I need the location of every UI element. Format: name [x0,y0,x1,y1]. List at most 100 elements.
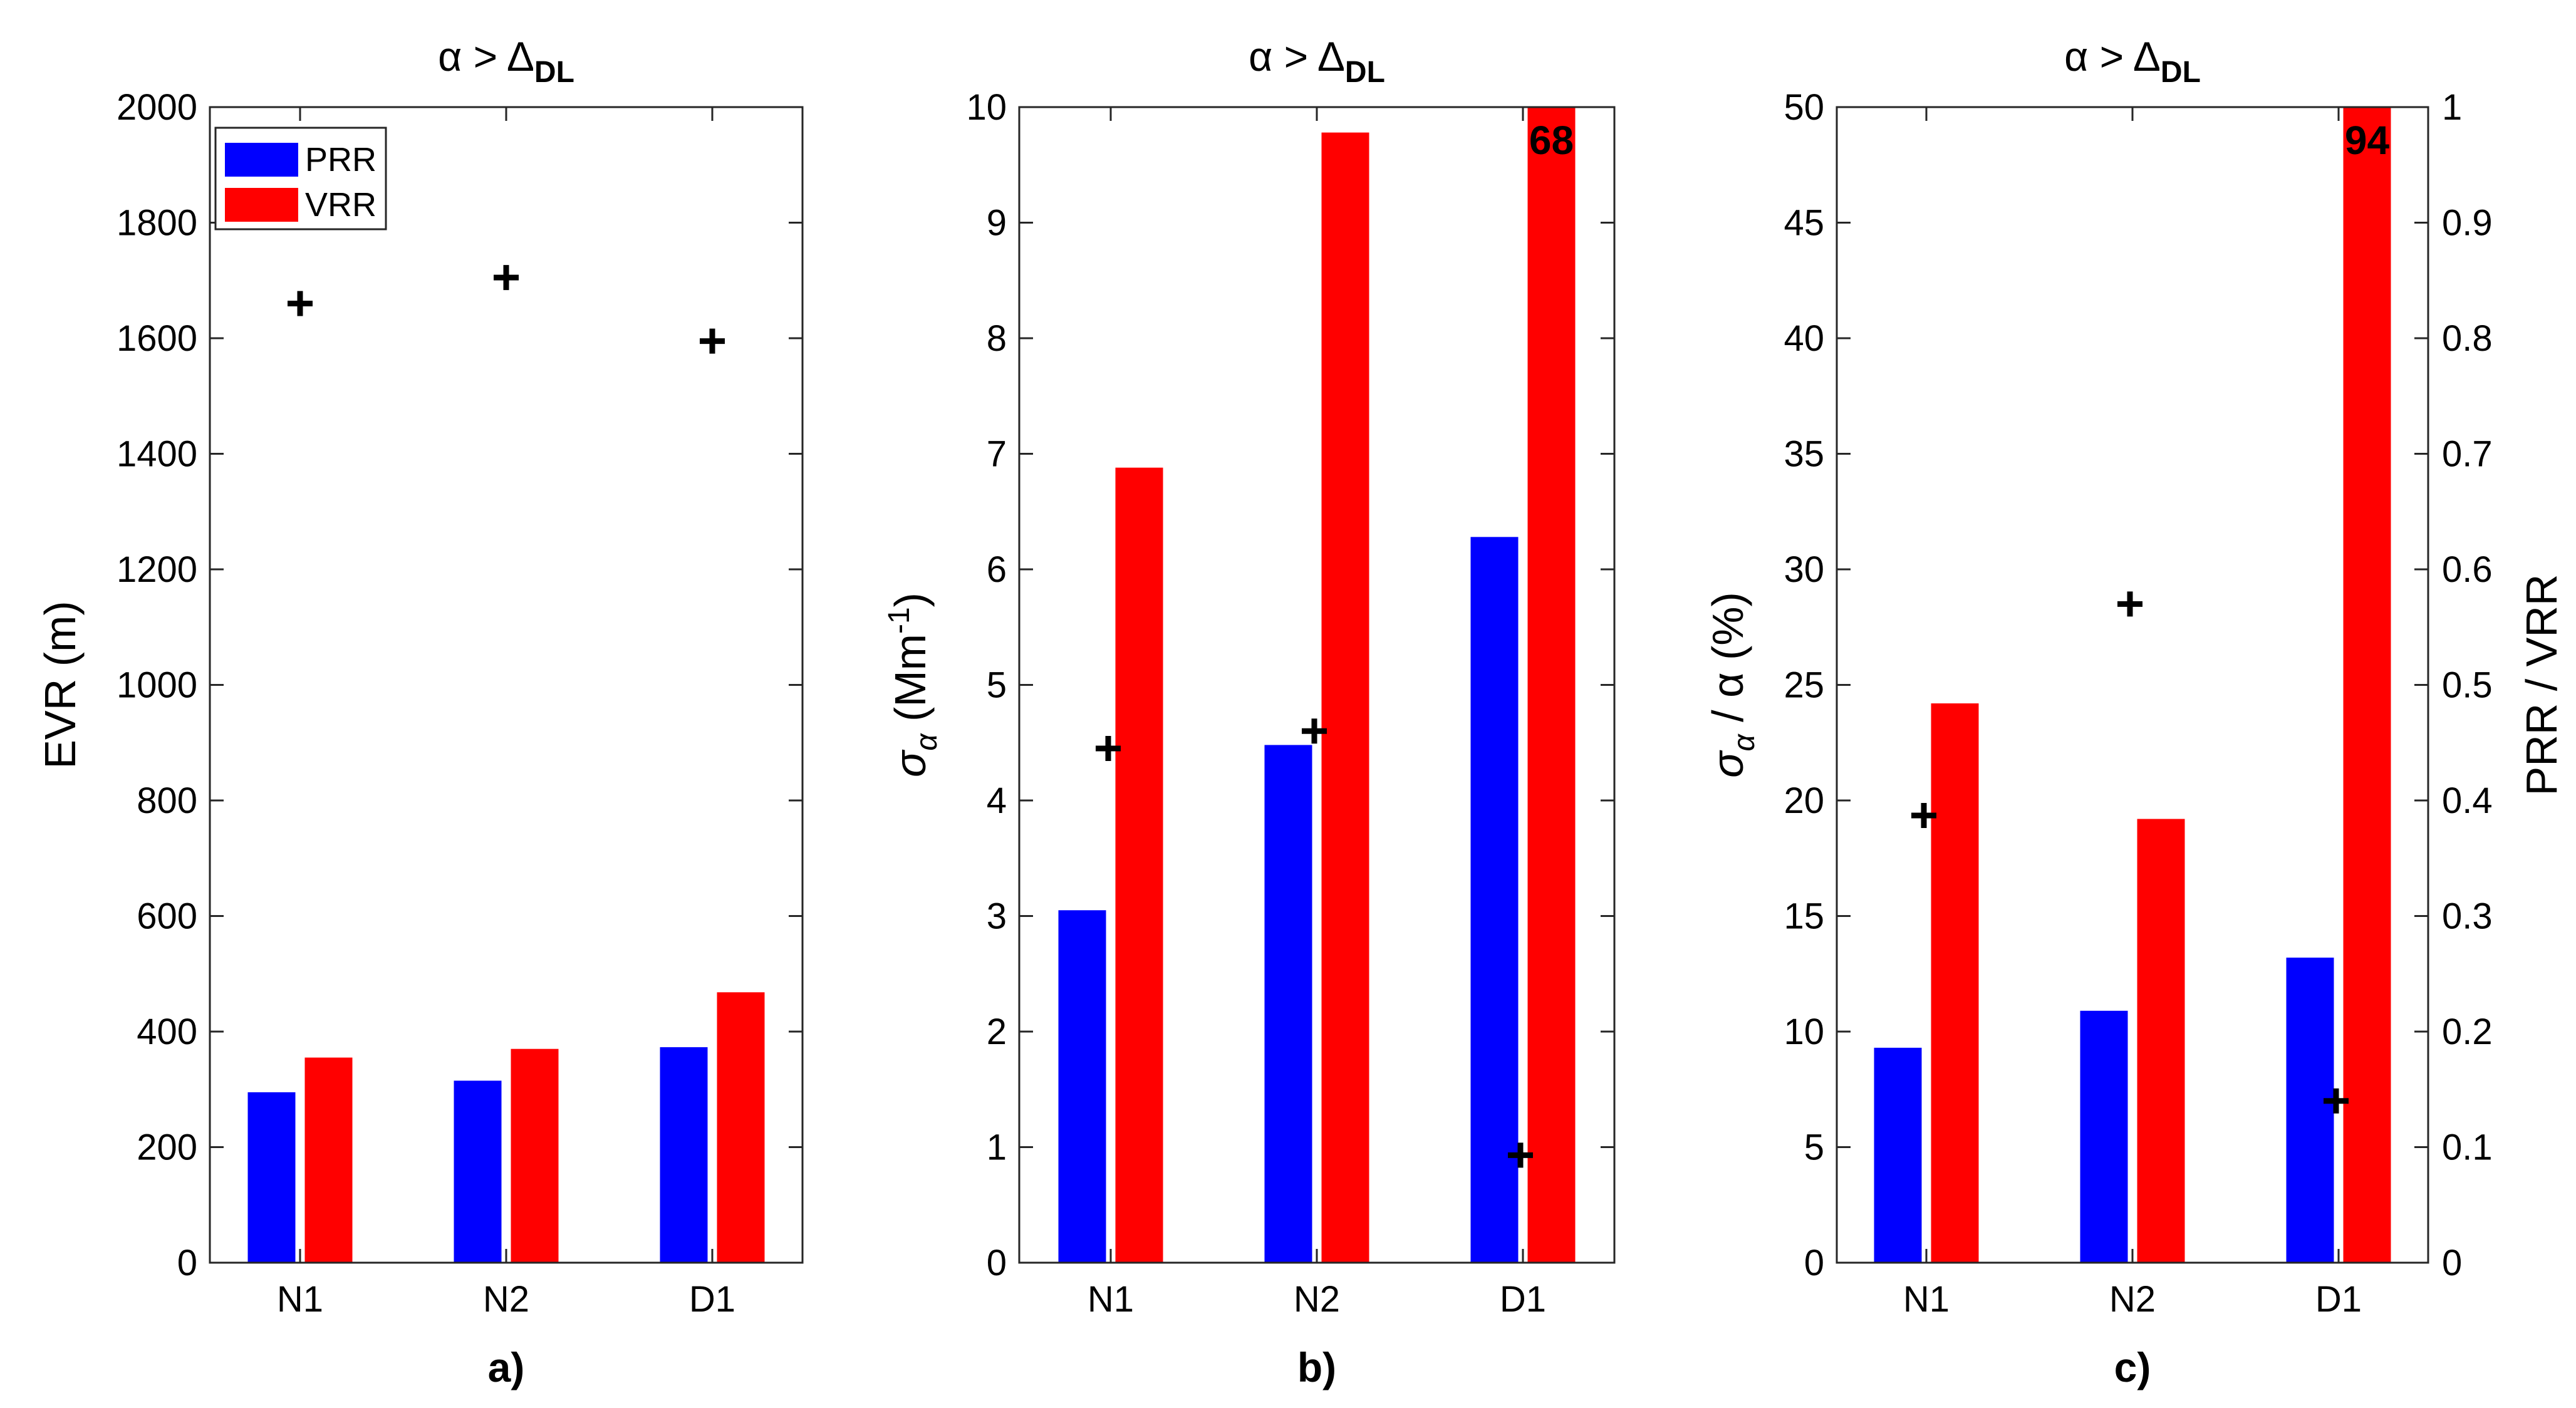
y-tick-label: 1 [987,1127,1007,1168]
plus-marker [1096,735,1121,761]
y2-tick-label: 0.6 [2442,549,2493,590]
y2-axis-label: PRR / VRR [2517,574,2566,796]
y-tick-label: 50 [1784,87,1824,128]
bar-value-annotation: 94 [2345,118,2390,163]
bar-vrr-n2 [2137,819,2185,1263]
y-tick-label: 400 [137,1012,197,1052]
y-axis-label: σα / α (%) [1703,592,1761,778]
plus-marker [1508,1142,1533,1168]
y2-tick-label: 0.5 [2442,665,2493,706]
panel-2: 68 0 1 2 3 4 5 6 7 8 9 10 N1 N2 D1 b) α > ΔDL σα (Mm-1) [883,33,1616,1390]
bar-vrr-n2 [1321,132,1369,1263]
y-tick-label: 9 [987,203,1007,244]
bar-vrr-n1 [1115,467,1163,1263]
bar-vrr-d1 [2343,107,2391,1263]
panel-letter: a) [488,1344,525,1390]
x-tick-label: D1 [2315,1279,2362,1320]
y-tick-label: 1200 [117,549,197,590]
y-tick-label: 4 [987,780,1007,821]
plot-frame [1836,106,2429,1264]
y-tick-label: 25 [1784,665,1824,706]
y2-tick-label: 0.1 [2442,1127,2493,1168]
x-tick-label: N2 [2109,1279,2156,1320]
plus-marker [1302,718,1327,744]
panel-letter: b) [1297,1344,1336,1390]
y-tick-label: 10 [1784,1012,1824,1052]
bar-prr-d1 [1470,537,1519,1263]
y-axis-label: EVR (m) [36,601,85,769]
y-tick-label: 40 [1784,318,1824,359]
legend: PRR VRR [214,127,387,230]
x-tick-label: N1 [1903,1279,1950,1320]
bar-vrr-n1 [304,1057,353,1263]
y2-tick-label: 0.9 [2442,203,2493,244]
bar-vrr-d1 [717,992,765,1263]
y-tick-label: 10 [966,87,1007,128]
y-tick-label: 7 [987,434,1007,475]
y-tick-label: 30 [1784,549,1824,590]
y-tick-label: 0 [177,1243,197,1283]
bar-prr-d1 [660,1047,708,1263]
bar-value-annotation: 68 [1529,118,1574,163]
y-tick-label: 0 [1804,1243,1824,1283]
plot-frame [1018,106,1616,1264]
y2-tick-label: 0 [2442,1243,2462,1283]
y-tick-label: 20 [1784,780,1824,821]
y2-tick-label: 0.2 [2442,1012,2493,1052]
x-tick-label: D1 [689,1279,735,1320]
bar-prr-n2 [2080,1010,2128,1263]
x-tick-label: N2 [1294,1279,1340,1320]
y-tick-label: 1400 [117,434,197,475]
y2-tick-label: 0.7 [2442,434,2493,475]
plus-marker [1911,802,1936,828]
y-tick-label: 800 [137,780,197,821]
plus-marker [288,291,313,316]
bar-prr-n2 [1264,745,1312,1263]
legend-label-prr: PRR [305,141,377,179]
y-tick-label: 600 [137,896,197,937]
x-tick-label: N1 [277,1279,323,1320]
legend-label-vrr: VRR [305,186,377,224]
legend-swatch-prr [225,143,298,177]
y2-tick-label: 0.4 [2442,780,2493,821]
y-tick-label: 45 [1784,203,1824,244]
y-tick-label: 0 [987,1243,1007,1283]
y-tick-label: 1800 [117,203,197,244]
y-tick-label: 8 [987,318,1007,359]
plus-marker [700,328,725,354]
y-tick-label: 1000 [117,665,197,706]
plus-marker [2117,591,2142,617]
y-axis-label: σα (Mm-1) [883,593,943,777]
plus-marker [2324,1088,2349,1114]
bar-prr-n1 [247,1092,296,1263]
y-tick-label: 5 [987,665,1007,706]
panel-title: α > ΔDL [1249,33,1385,89]
x-tick-label: N1 [1088,1279,1134,1320]
panel-title: α > ΔDL [438,33,574,89]
plus-marker [494,265,519,291]
x-tick-label: D1 [1500,1279,1546,1320]
y-tick-label: 2 [987,1012,1007,1052]
y2-tick-label: 1 [2442,87,2462,128]
bar-prr-n2 [454,1080,502,1263]
y-tick-label: 1600 [117,318,197,359]
y2-tick-label: 0.3 [2442,896,2493,937]
y-tick-label: 35 [1784,434,1824,475]
legend-swatch-vrr [225,188,298,222]
panel-3: 94 0 5 10 15 20 25 30 35 40 45 50 0 0.1 0.2 0.3 0.4 0.5 0.… [1703,33,2566,1390]
y-tick-label: 2000 [117,87,197,128]
y-tick-label: 200 [137,1127,197,1168]
bar-vrr-n2 [511,1048,559,1263]
y2-tick-label: 0.8 [2442,318,2493,359]
y-tick-label: 6 [987,549,1007,590]
panel-letter: c) [2114,1344,2151,1390]
y-tick-label: 15 [1784,896,1824,937]
bar-prr-n1 [1874,1047,1922,1263]
x-tick-label: N2 [483,1279,529,1320]
panel-1: 0 200 400 600 800 1000 1200 1400 1600 1800 2000 N1 N… [36,33,804,1390]
bar-vrr-d1 [1527,107,1576,1263]
bar-prr-d1 [2286,957,2334,1263]
bar-prr-n1 [1058,910,1106,1263]
bar-vrr-n1 [1931,703,1979,1263]
